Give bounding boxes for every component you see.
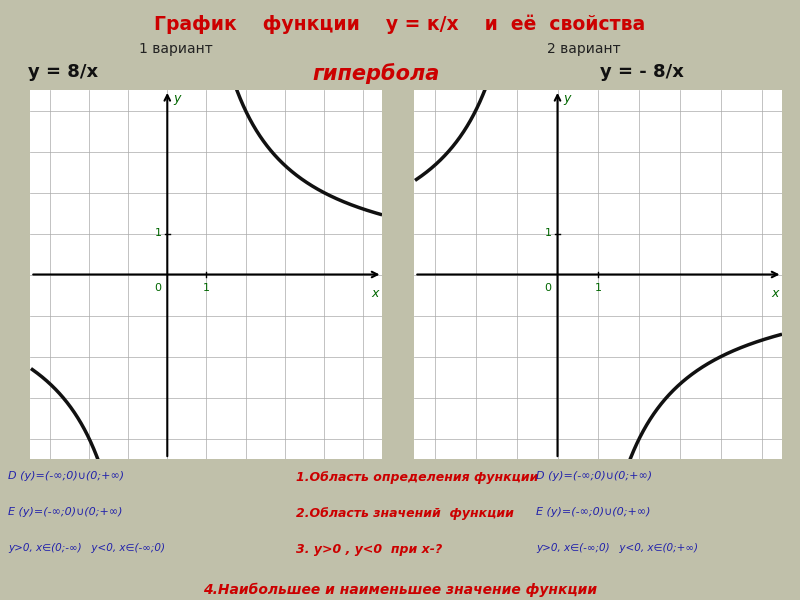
Text: y: y [173, 92, 181, 105]
Text: y>0, x∈(-∞;0)   y<0, x∈(0;+∞): y>0, x∈(-∞;0) y<0, x∈(0;+∞) [536, 543, 698, 553]
Text: 1: 1 [595, 283, 602, 293]
Text: 0: 0 [544, 283, 551, 293]
Text: 2.Область значений  функции: 2.Область значений функции [296, 507, 514, 520]
Text: 1: 1 [154, 229, 162, 238]
Text: у = - 8/х: у = - 8/х [600, 63, 684, 81]
Text: гипербола: гипербола [312, 63, 440, 84]
Text: 4.Наибольшее и наименьшее значение функции: 4.Наибольшее и наименьшее значение функц… [203, 583, 597, 597]
Text: 1.Область определения функции: 1.Область определения функции [296, 471, 538, 484]
Text: у = 8/х: у = 8/х [28, 63, 98, 81]
Text: x: x [371, 287, 378, 300]
Text: 3. y>0 , y<0  при х-?: 3. y>0 , y<0 при х-? [296, 543, 442, 556]
Text: 1 вариант: 1 вариант [139, 42, 213, 56]
Text: 1: 1 [544, 229, 551, 238]
Text: y: y [564, 92, 571, 105]
Text: D (y)=(-∞;0)∪(0;+∞): D (y)=(-∞;0)∪(0;+∞) [536, 471, 652, 481]
Text: E (y)=(-∞;0)∪(0;+∞): E (y)=(-∞;0)∪(0;+∞) [8, 507, 122, 517]
Text: 0: 0 [154, 283, 162, 293]
Text: D (y)=(-∞;0)∪(0;+∞): D (y)=(-∞;0)∪(0;+∞) [8, 471, 124, 481]
Text: x: x [771, 287, 778, 300]
Text: 1: 1 [203, 283, 210, 293]
Text: y>0, x∈(0;-∞)   y<0, x∈(-∞;0): y>0, x∈(0;-∞) y<0, x∈(-∞;0) [8, 543, 165, 553]
Text: 2 вариант: 2 вариант [547, 42, 621, 56]
Text: График    функции    у = к/х    и  её  свойства: График функции у = к/х и её свойства [154, 15, 646, 34]
Text: E (y)=(-∞;0)∪(0;+∞): E (y)=(-∞;0)∪(0;+∞) [536, 507, 650, 517]
